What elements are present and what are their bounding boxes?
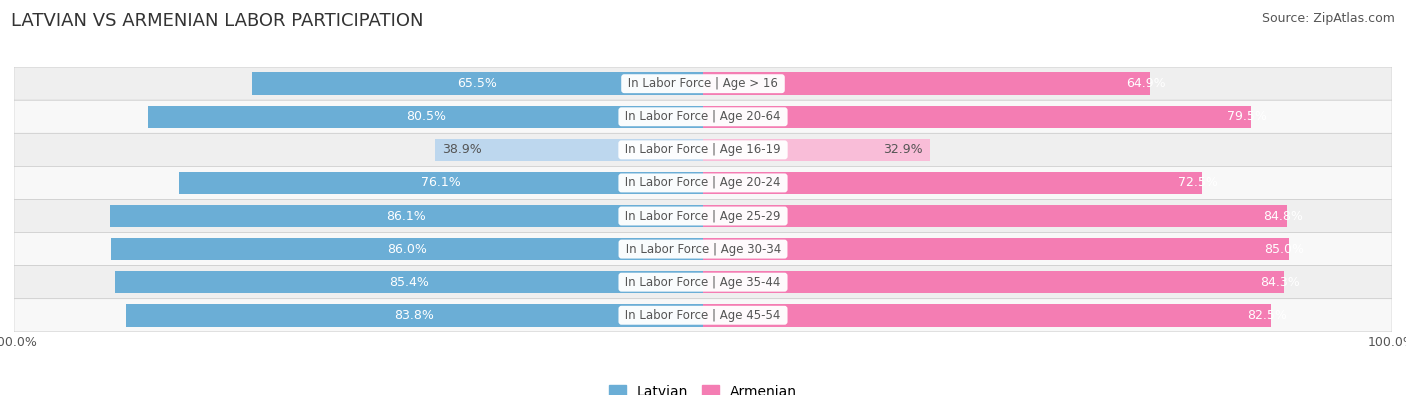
Text: 38.9%: 38.9% bbox=[441, 143, 482, 156]
Bar bbox=[110, 205, 703, 227]
FancyBboxPatch shape bbox=[14, 67, 1392, 100]
Legend: Latvian, Armenian: Latvian, Armenian bbox=[603, 379, 803, 395]
Text: In Labor Force | Age 16-19: In Labor Force | Age 16-19 bbox=[621, 143, 785, 156]
Text: 85.4%: 85.4% bbox=[389, 276, 429, 289]
Bar bbox=[703, 72, 1150, 95]
Bar bbox=[703, 172, 1202, 194]
Text: 86.1%: 86.1% bbox=[387, 209, 426, 222]
Bar bbox=[252, 72, 703, 95]
Text: 84.3%: 84.3% bbox=[1260, 276, 1299, 289]
Text: 84.8%: 84.8% bbox=[1263, 209, 1303, 222]
Text: 80.5%: 80.5% bbox=[406, 110, 446, 123]
Text: 85.0%: 85.0% bbox=[1264, 243, 1305, 256]
Bar bbox=[703, 205, 1288, 227]
Text: 76.1%: 76.1% bbox=[420, 177, 461, 190]
Text: 83.8%: 83.8% bbox=[395, 309, 434, 322]
Text: In Labor Force | Age 30-34: In Labor Force | Age 30-34 bbox=[621, 243, 785, 256]
Text: In Labor Force | Age 45-54: In Labor Force | Age 45-54 bbox=[621, 309, 785, 322]
FancyBboxPatch shape bbox=[14, 199, 1392, 233]
Text: In Labor Force | Age 20-64: In Labor Force | Age 20-64 bbox=[621, 110, 785, 123]
Bar bbox=[703, 105, 1251, 128]
Bar bbox=[703, 139, 929, 161]
Bar bbox=[703, 238, 1289, 260]
Bar bbox=[434, 139, 703, 161]
Bar bbox=[703, 271, 1284, 293]
Bar bbox=[703, 304, 1271, 327]
FancyBboxPatch shape bbox=[14, 166, 1392, 199]
Text: 82.5%: 82.5% bbox=[1247, 309, 1286, 322]
Bar bbox=[179, 172, 703, 194]
Bar bbox=[111, 238, 703, 260]
FancyBboxPatch shape bbox=[14, 265, 1392, 299]
FancyBboxPatch shape bbox=[14, 233, 1392, 265]
Text: 86.0%: 86.0% bbox=[387, 243, 426, 256]
Text: 72.5%: 72.5% bbox=[1178, 177, 1218, 190]
Text: 64.9%: 64.9% bbox=[1126, 77, 1166, 90]
Bar bbox=[115, 271, 703, 293]
Text: Source: ZipAtlas.com: Source: ZipAtlas.com bbox=[1261, 12, 1395, 25]
Bar bbox=[125, 304, 703, 327]
FancyBboxPatch shape bbox=[14, 100, 1392, 134]
Text: In Labor Force | Age 35-44: In Labor Force | Age 35-44 bbox=[621, 276, 785, 289]
Text: 65.5%: 65.5% bbox=[457, 77, 498, 90]
Text: LATVIAN VS ARMENIAN LABOR PARTICIPATION: LATVIAN VS ARMENIAN LABOR PARTICIPATION bbox=[11, 12, 423, 30]
FancyBboxPatch shape bbox=[14, 134, 1392, 166]
Text: 32.9%: 32.9% bbox=[883, 143, 922, 156]
Text: 79.5%: 79.5% bbox=[1226, 110, 1267, 123]
Text: In Labor Force | Age > 16: In Labor Force | Age > 16 bbox=[624, 77, 782, 90]
Bar bbox=[149, 105, 703, 128]
Text: In Labor Force | Age 25-29: In Labor Force | Age 25-29 bbox=[621, 209, 785, 222]
FancyBboxPatch shape bbox=[14, 299, 1392, 332]
Text: In Labor Force | Age 20-24: In Labor Force | Age 20-24 bbox=[621, 177, 785, 190]
